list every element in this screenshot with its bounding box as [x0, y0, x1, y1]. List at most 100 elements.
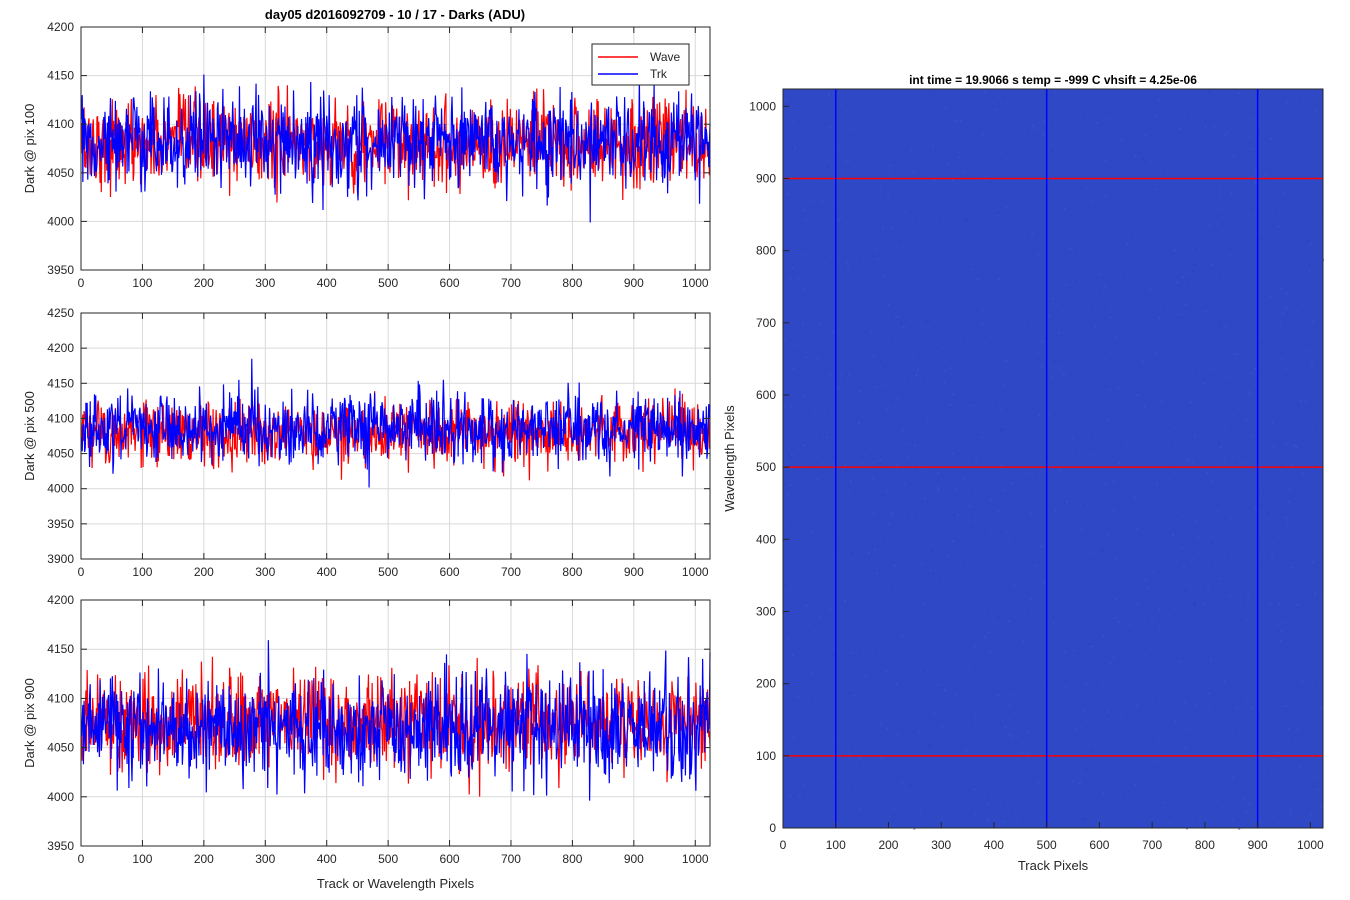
heatmap-pixel [1042, 134, 1045, 137]
heatmap-pixel [986, 611, 989, 614]
heatmap-pixel [845, 469, 848, 472]
heatmap-pixel [908, 785, 911, 788]
heatmap-pixel [870, 330, 873, 333]
y-tick-label: 4100 [47, 117, 74, 131]
heatmap-pixel [812, 199, 815, 202]
heatmap-pixel [1044, 825, 1047, 828]
heatmap-pixel [1250, 148, 1253, 151]
heatmap-pixel [1018, 162, 1020, 165]
heatmap-pixel [832, 330, 834, 333]
heatmap-pixel [902, 326, 905, 329]
heatmap-pixel [1277, 225, 1280, 228]
heatmap-pixel [1073, 508, 1076, 511]
heatmap-pixel [1134, 783, 1137, 786]
heatmap-pixel [1001, 464, 1004, 467]
heatmap-pixel [1223, 134, 1226, 137]
heatmap-pixel [1020, 367, 1023, 370]
heatmap-pixel [1137, 772, 1140, 775]
heatmap-pixel [1184, 303, 1187, 306]
heatmap-pixel [1199, 190, 1202, 193]
heatmap-pixel [1160, 523, 1163, 526]
heatmap-pixel [914, 517, 917, 519]
heatmap-pixel [1146, 765, 1149, 768]
heatmap-pixel [796, 350, 799, 352]
heatmap-pixel [822, 462, 825, 465]
x-tick-label: 500 [378, 276, 398, 290]
heatmap-pixel [1310, 628, 1313, 631]
heatmap-pixel [837, 387, 840, 390]
heatmap-pixel [1161, 400, 1163, 403]
heatmap-pixel [798, 120, 801, 123]
heatmap-pixel [1080, 187, 1083, 190]
heatmap-pixel [1194, 703, 1197, 706]
heatmap-pixel [1002, 384, 1005, 387]
heatmap-pixel [1293, 444, 1296, 447]
heatmap-pixel [1321, 554, 1324, 557]
heatmap-pixel [898, 240, 901, 243]
heatmap-pixel [838, 218, 841, 221]
heatmap-pixel [1254, 368, 1257, 370]
heatmap-pixel [974, 715, 977, 718]
heatmap-pixel [853, 489, 856, 492]
x-tick-label: 0 [78, 276, 85, 290]
heatmap-pixel [1286, 100, 1289, 103]
heatmap-pixel [1254, 182, 1257, 184]
series-trk-line [81, 74, 711, 223]
heatmap-pixel [1094, 312, 1097, 315]
heatmap-pixel [966, 218, 969, 221]
heatmap-pixel [942, 346, 945, 348]
heatmap-pixel [848, 753, 851, 756]
heatmap-pixel [914, 444, 916, 447]
heatmap-pixel [1258, 542, 1261, 545]
x-tick-label: 1000 [682, 276, 709, 290]
heatmap-pixel [989, 651, 992, 654]
heatmap-pixel [908, 443, 911, 446]
figure-suptitle: day05 d2016092709 - 10 / 17 - Darks (ADU… [265, 7, 525, 22]
heatmap-pixel [1080, 452, 1083, 454]
heatmap-pixel [819, 435, 822, 438]
heatmap-pixel [899, 607, 902, 610]
heatmap-pixel [832, 654, 835, 656]
heatmap-pixel [1113, 804, 1116, 807]
x-tick-label: 1000 [1297, 838, 1324, 852]
heatmap-pixel [1098, 291, 1101, 294]
x-tick-label: 0 [780, 838, 787, 852]
heatmap-pixel [1142, 158, 1145, 161]
heatmap-pixel [1075, 280, 1077, 283]
heatmap-pixel [1108, 388, 1111, 391]
heatmap-pixel [1247, 595, 1250, 598]
heatmap-pixel [787, 637, 790, 640]
heatmap-pixel [1289, 809, 1292, 812]
heatmap-pixel [826, 410, 829, 413]
heatmap-pixel [943, 370, 946, 373]
heatmap-pixel [1047, 314, 1050, 317]
heatmap-pixel [1215, 676, 1218, 679]
heatmap-pixel [1295, 564, 1298, 567]
heatmap-pixel [1194, 520, 1197, 523]
heatmap-pixel [1037, 358, 1040, 361]
heatmap-pixel [1047, 171, 1049, 174]
heatmap-pixel [848, 692, 851, 695]
heatmap-pixel [876, 258, 879, 260]
heatmap-pixel [1051, 120, 1054, 123]
heatmap-pixel [922, 603, 925, 606]
heatmap-pixel [1141, 370, 1144, 373]
heatmap-pixel [828, 372, 831, 375]
heatmap-pixel [1159, 186, 1162, 189]
dark-pix-900-plot: 0 100 200 300 400 500 600 700 800 900 1000 3950 4000… [22, 593, 711, 891]
heatmap-pixel [803, 394, 806, 397]
heatmap-pixel [1184, 746, 1187, 749]
heatmap-pixel [1097, 212, 1100, 215]
heatmap-pixel [845, 261, 848, 264]
heatmap-pixel [1228, 595, 1231, 598]
y-tick-label: 4000 [47, 482, 74, 496]
heatmap-pixel [1238, 92, 1241, 95]
heatmap-pixel [872, 354, 875, 357]
heatmap-pixel [937, 488, 940, 491]
x-tick-label: 300 [255, 852, 275, 866]
heatmap-pixel [915, 220, 918, 223]
heatmap-pixel [953, 513, 956, 516]
heatmap-pixel [1152, 185, 1155, 188]
heatmap-pixel [789, 522, 792, 525]
heatmap-pixel [807, 409, 810, 412]
